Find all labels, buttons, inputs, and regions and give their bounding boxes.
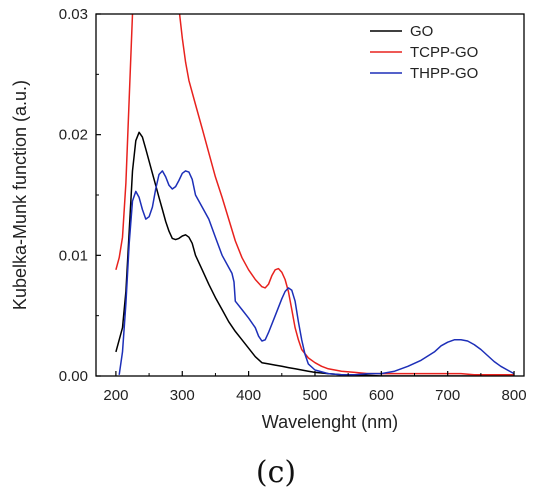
x-tick-label: 300 xyxy=(170,387,195,404)
x-tick-label: 800 xyxy=(502,387,527,404)
y-tick-label: 0.00 xyxy=(59,368,88,385)
legend-label-thpp-go: THPP-GO xyxy=(410,65,478,82)
x-tick-label: 500 xyxy=(302,387,327,404)
legend-label-go: GO xyxy=(410,23,433,40)
y-tick-label: 0.03 xyxy=(59,6,88,23)
legend: GO TCPP-GO THPP-GO xyxy=(370,23,478,82)
x-tick-label: 200 xyxy=(103,387,128,404)
y-tick-label: 0.01 xyxy=(59,247,88,264)
series-line-thpp-go xyxy=(118,170,515,376)
panel-label: (c) xyxy=(256,455,296,490)
x-tick-label: 600 xyxy=(369,387,394,404)
legend-label-tcpp-go: TCPP-GO xyxy=(410,44,478,61)
x-tick-label: 400 xyxy=(236,387,261,404)
y-axis-title: Kubelka-Munk function (a.u.) xyxy=(10,80,30,310)
x-axis-title: Wavelenght (nm) xyxy=(262,412,398,432)
series-line-go xyxy=(115,131,514,376)
x-tick-label: 700 xyxy=(435,387,460,404)
series-line-tcpp-go xyxy=(115,14,514,376)
y-tick-label: 0.02 xyxy=(59,127,88,144)
